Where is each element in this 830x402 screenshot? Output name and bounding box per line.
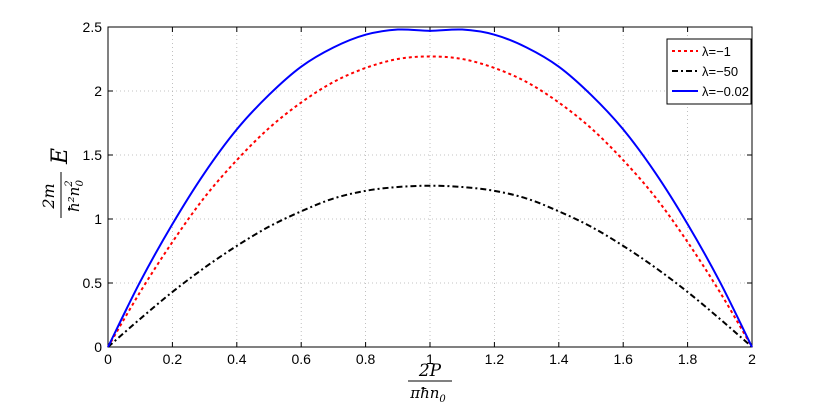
x-tick-label: 1.2 [485, 351, 505, 367]
x-axis-label: 2P πħn0 [408, 361, 452, 402]
svg-text:2P: 2P [418, 361, 442, 381]
axis-ticks: 0 0.2 0.4 0.6 0.8 1 1.2 1.4 1.6 1.8 2 0 0.5 1 1.5 2 2.5 [83, 19, 757, 367]
legend: λ=−1 λ=−50 λ=−0.02 [666, 38, 752, 105]
x-axis-label-denominator-sub: 0 [439, 394, 446, 402]
series-lines [107, 28, 753, 348]
grid [107, 26, 753, 348]
svg-text:E: E [48, 148, 73, 165]
x-tick-label: 0 [104, 351, 112, 367]
y-tick-label: 0.5 [83, 275, 103, 291]
y-axis-label: 2m ħ²n20 E [39, 148, 86, 218]
x-axis-label-numerator: 2P [418, 361, 442, 381]
y-axis-label-denominator-sub: 0 [75, 179, 86, 186]
series-line-1 [107, 184, 753, 348]
y-axis-label-numerator: 2m [39, 183, 58, 209]
x-tick-label: 1.4 [549, 351, 569, 367]
svg-text:ħ²n20: ħ²n20 [64, 179, 86, 212]
y-axis-label-denominator: ħ²n [65, 187, 83, 212]
x-tick-label: 1.6 [613, 351, 633, 367]
y-tick-label: 1 [94, 211, 102, 227]
x-tick-label: 0.6 [291, 351, 311, 367]
y-tick-label: 2 [94, 83, 102, 99]
y-axis-label-denominator-sup: 2 [64, 180, 75, 187]
series-line-2 [107, 28, 753, 348]
y-tick-label: 2.5 [83, 19, 103, 35]
y-axis-label-suffix: E [48, 148, 73, 165]
x-tick-label: 1 [426, 351, 434, 367]
x-tick-label: 1.8 [678, 351, 698, 367]
svg-text:2m: 2m [39, 183, 58, 209]
x-tick-label: 0.2 [163, 351, 183, 367]
x-tick-label: 0.8 [356, 351, 376, 367]
legend-entry-0: λ=−1 [702, 44, 731, 59]
x-tick-label: 2 [748, 351, 756, 367]
legend-entry-2: λ=−0.02 [702, 84, 749, 99]
legend-entry-1: λ=−50 [702, 64, 738, 79]
x-axis-label-denominator: πħn [409, 384, 439, 402]
series-line-0 [107, 55, 753, 348]
y-tick-label: 0 [94, 339, 102, 355]
x-tick-label: 0.4 [227, 351, 247, 367]
svg-text:πħn0: πħn0 [409, 384, 446, 402]
y-tick-label: 1.5 [83, 147, 103, 163]
